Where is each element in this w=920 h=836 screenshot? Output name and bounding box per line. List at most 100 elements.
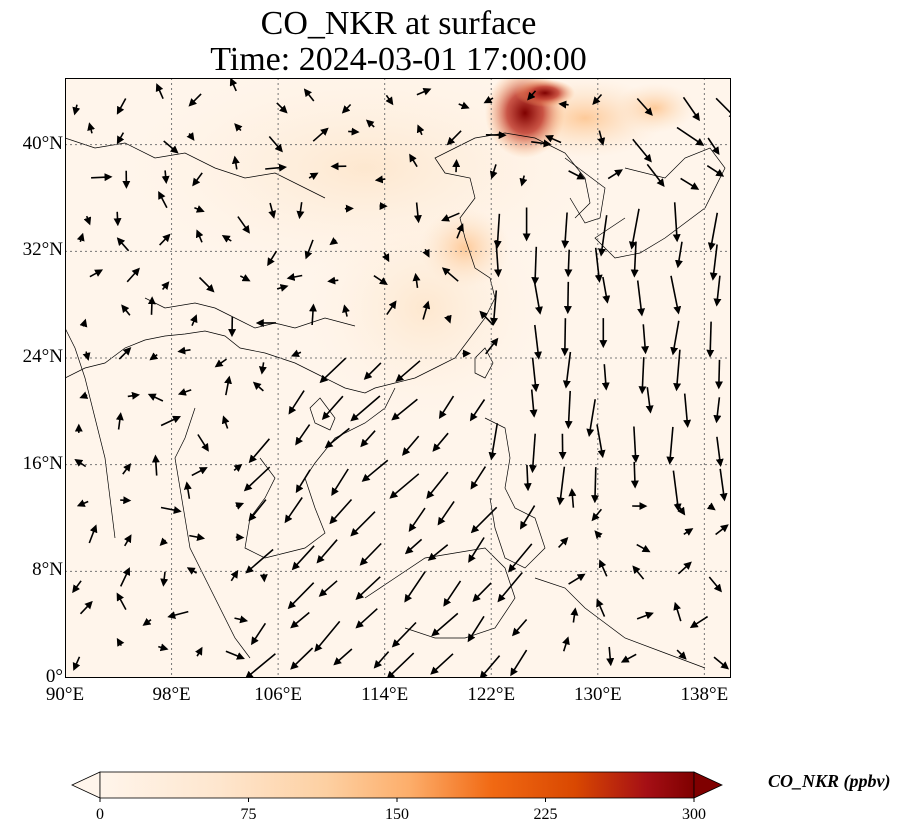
wind-vector xyxy=(682,96,700,122)
wind-vector xyxy=(601,364,610,391)
wind-vector xyxy=(432,432,449,452)
wind-vector xyxy=(287,582,315,610)
wind-vector xyxy=(360,430,376,448)
wind-vector xyxy=(564,249,573,278)
wind-vector xyxy=(319,357,347,384)
longitude-tick-label: 138°E xyxy=(680,684,729,705)
wind-vector xyxy=(295,424,311,446)
wind-vector xyxy=(531,357,540,393)
wind-vector xyxy=(355,608,378,629)
wind-vector xyxy=(186,132,195,141)
wind-vector xyxy=(276,284,289,292)
wind-vector xyxy=(76,232,85,243)
wind-vector xyxy=(670,320,680,356)
wind-vector xyxy=(680,177,700,190)
wind-vector xyxy=(519,505,536,530)
wind-vector xyxy=(467,615,485,643)
wind-vector xyxy=(444,314,452,324)
wind-vector xyxy=(707,212,719,251)
wind-vector xyxy=(359,542,382,566)
wind-vector xyxy=(225,650,245,660)
wind-vector xyxy=(431,612,459,637)
wind-vector xyxy=(568,488,577,508)
wind-vector xyxy=(197,434,209,452)
wind-vector xyxy=(160,415,182,427)
wind-vector xyxy=(456,223,464,239)
wind-vector xyxy=(296,202,305,220)
wind-vector xyxy=(221,235,232,243)
wind-vector xyxy=(591,467,600,504)
wind-vector xyxy=(122,463,132,475)
wind-vector xyxy=(443,580,462,607)
latitude-tick-label: 24°N xyxy=(22,346,63,367)
colorbar-tick-marks xyxy=(99,798,695,802)
latitude-tick-label: 32°N xyxy=(22,239,63,261)
wind-vector xyxy=(672,202,681,243)
wind-vector xyxy=(706,502,716,511)
wind-vector xyxy=(192,172,203,187)
wind-vector xyxy=(709,244,718,281)
wind-vector xyxy=(290,647,314,670)
wind-vector xyxy=(620,653,637,663)
wind-vector xyxy=(267,250,278,267)
wind-vector xyxy=(416,124,425,136)
wind-vector xyxy=(389,473,420,499)
wind-vector xyxy=(632,565,645,580)
wind-vector xyxy=(472,582,492,603)
wind-vector xyxy=(556,466,566,506)
wind-vector xyxy=(673,349,682,392)
wind-vector xyxy=(531,139,552,148)
wind-vector xyxy=(719,468,728,502)
wind-vector xyxy=(564,390,573,429)
wind-vector xyxy=(479,655,501,678)
wind-vector xyxy=(427,544,449,561)
colorbar-tick-label: 0 xyxy=(96,806,104,823)
wind-vector xyxy=(607,169,623,180)
wind-vector xyxy=(689,615,709,629)
wind-vector xyxy=(155,83,164,100)
wind-vector xyxy=(570,607,579,623)
wind-vector xyxy=(596,598,606,617)
wind-vector xyxy=(470,506,498,534)
wind-vector xyxy=(234,123,243,132)
wind-vector xyxy=(177,388,192,396)
wind-vector xyxy=(151,454,160,476)
wind-vector xyxy=(159,233,171,246)
wind-vector xyxy=(485,337,499,355)
colorbar-gradient xyxy=(99,771,695,799)
wind-vector xyxy=(284,497,303,524)
wind-vector xyxy=(126,267,140,283)
wind-vector xyxy=(683,528,694,536)
wind-vector xyxy=(224,375,232,396)
wind-vector xyxy=(493,213,502,249)
wind-vector xyxy=(470,466,487,490)
wind-vector xyxy=(534,324,542,360)
wind-vector xyxy=(76,499,89,507)
wind-vector xyxy=(446,130,462,146)
colorbar-tick-label: 75 xyxy=(240,806,257,823)
wind-vector xyxy=(116,592,127,610)
wind-vector xyxy=(290,611,310,629)
wind-vector xyxy=(265,163,287,172)
wind-vector xyxy=(167,610,189,619)
wind-vector xyxy=(630,241,639,278)
wind-vector xyxy=(531,246,540,286)
wind-vector xyxy=(714,359,723,390)
wind-vector xyxy=(188,93,202,107)
wind-vector xyxy=(127,391,140,400)
wind-vector xyxy=(437,500,455,526)
wind-vector xyxy=(116,637,125,647)
wind-vector xyxy=(458,101,470,110)
wind-vector xyxy=(373,275,388,286)
wind-vector xyxy=(636,611,654,620)
wind-vector xyxy=(673,601,682,622)
wind-vector xyxy=(374,175,386,184)
wind-vector xyxy=(160,571,169,587)
wind-vector xyxy=(89,269,104,278)
wind-vector xyxy=(510,649,528,677)
wind-vector xyxy=(288,390,305,415)
wind-vector xyxy=(158,643,169,652)
wind-vector xyxy=(314,620,341,653)
map-title-line2: Time: 2024-03-01 17:00:00 xyxy=(210,41,587,78)
wind-vector xyxy=(88,524,98,544)
